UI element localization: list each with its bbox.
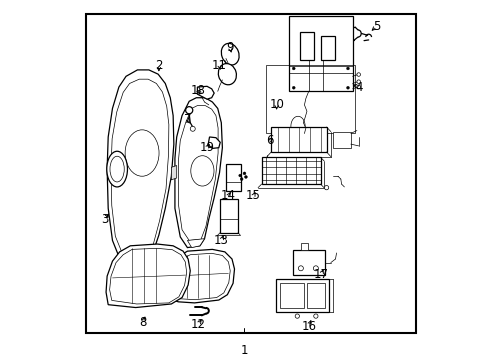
Text: 16: 16 [301,320,316,333]
Ellipse shape [221,44,239,65]
Polygon shape [106,244,190,307]
Bar [280,283,304,308]
Polygon shape [171,166,176,180]
Text: 7: 7 [183,113,191,126]
Bar [332,132,350,148]
Text: 1: 1 [240,344,248,357]
Circle shape [346,86,349,89]
Text: 11: 11 [212,59,226,72]
Text: 17: 17 [313,268,328,281]
Bar [85,14,415,333]
Polygon shape [208,137,220,148]
Text: 6: 6 [265,134,273,147]
Circle shape [197,91,201,94]
Text: 12: 12 [190,318,205,331]
Text: 18: 18 [190,84,205,97]
Text: 3: 3 [101,212,108,226]
Polygon shape [167,249,234,303]
Circle shape [240,177,243,180]
Text: 15: 15 [245,189,260,202]
Polygon shape [197,86,214,99]
Circle shape [324,185,328,190]
Polygon shape [175,98,222,248]
Circle shape [356,80,360,84]
Bar [299,32,313,60]
Circle shape [243,172,245,175]
Text: 9: 9 [226,41,233,54]
Text: 4: 4 [354,81,362,94]
Text: 5: 5 [372,20,380,33]
Ellipse shape [106,151,127,187]
Circle shape [313,266,318,271]
Polygon shape [187,239,204,248]
Text: 8: 8 [139,316,146,329]
Circle shape [190,126,195,131]
Circle shape [356,73,360,76]
Bar [275,279,328,312]
Circle shape [238,174,241,177]
Bar [288,16,352,91]
Circle shape [298,266,303,271]
Circle shape [185,107,192,114]
Bar [265,65,354,134]
Bar [261,157,320,184]
Circle shape [292,67,295,70]
Bar [292,250,324,275]
Bar [220,199,238,233]
Bar [225,165,241,191]
Ellipse shape [218,64,236,85]
Polygon shape [107,70,174,262]
Bar [321,36,335,60]
Circle shape [292,86,295,89]
Circle shape [295,314,299,318]
Circle shape [356,85,360,89]
Circle shape [244,176,247,178]
Text: 2: 2 [155,59,163,72]
Text: 13: 13 [213,234,228,247]
Bar [300,243,307,250]
Bar [306,283,325,307]
Bar [271,127,326,152]
Circle shape [346,67,349,70]
Text: 10: 10 [268,98,284,111]
Text: 19: 19 [199,141,214,154]
Circle shape [313,314,317,318]
Text: 14: 14 [221,189,236,202]
